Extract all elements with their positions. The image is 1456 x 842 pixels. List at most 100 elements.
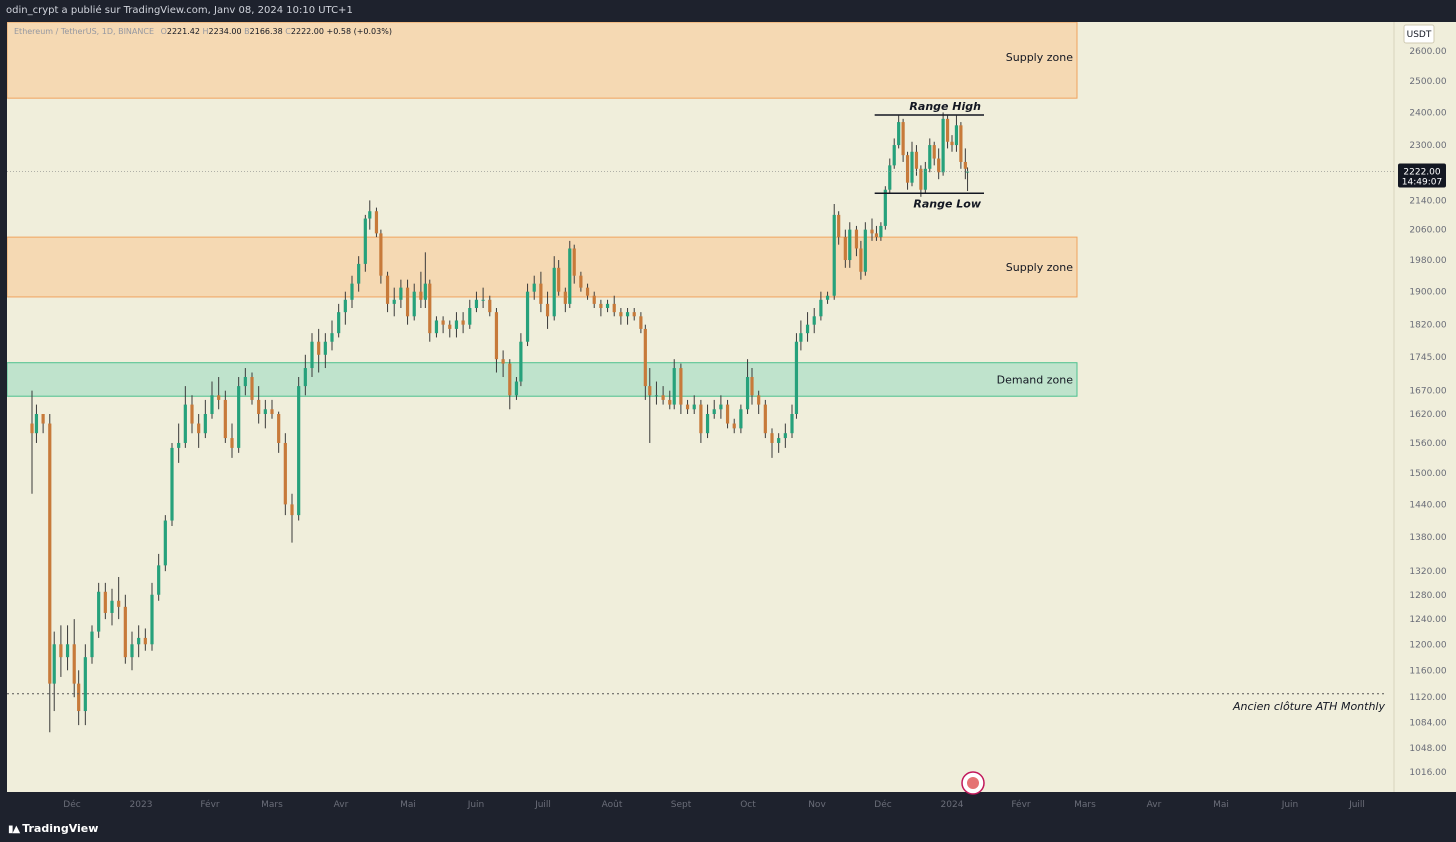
candle-body — [317, 341, 321, 355]
candle — [725, 399, 730, 429]
candle-body — [363, 218, 367, 264]
candle — [83, 644, 87, 726]
candle-body — [874, 233, 879, 238]
candle — [363, 214, 367, 272]
candle — [217, 377, 221, 410]
candle — [368, 200, 372, 230]
candle-body — [52, 644, 56, 684]
candle — [223, 390, 227, 443]
candles-group — [30, 112, 970, 733]
x-tick-label: Févr — [200, 799, 220, 810]
candle — [859, 240, 863, 280]
range-label-0: Range High — [909, 100, 981, 113]
candle — [888, 158, 892, 194]
x-tick-label: Févr — [1011, 799, 1031, 810]
candle — [59, 625, 63, 677]
candle-body — [210, 395, 214, 415]
candle-body — [739, 409, 743, 429]
candle-body — [837, 214, 841, 238]
candle — [892, 138, 896, 169]
candle-body — [59, 644, 63, 658]
candle-body — [959, 125, 963, 162]
candle — [568, 240, 572, 309]
x-tick-label: Juill — [1348, 800, 1365, 810]
x-tick-label: Juin — [467, 800, 485, 810]
candle-body — [592, 295, 596, 304]
candle — [30, 390, 34, 494]
candle-body — [34, 414, 39, 434]
candle — [163, 515, 167, 572]
candle-body — [250, 377, 254, 400]
candle — [97, 582, 101, 638]
candle — [557, 260, 561, 296]
candle-body — [605, 303, 610, 309]
candle — [501, 350, 505, 378]
y-tick-label: 2140.00 — [1409, 196, 1446, 206]
y-tick-label: 1084.00 — [1409, 718, 1446, 728]
candle — [605, 299, 610, 313]
candle — [599, 299, 603, 317]
candle — [210, 381, 214, 419]
candle-body — [719, 404, 723, 410]
candle — [474, 291, 479, 313]
candle-body — [323, 341, 327, 355]
candle-body — [745, 377, 750, 410]
candle-body — [103, 591, 107, 613]
brand-name: TradingView — [22, 822, 99, 835]
candle-body — [454, 320, 459, 329]
candle-body — [545, 303, 550, 317]
candle-body — [468, 308, 472, 325]
candle — [317, 328, 321, 373]
candle-body — [905, 155, 910, 183]
candle — [770, 428, 774, 458]
candle — [65, 625, 70, 671]
candle — [461, 312, 465, 334]
x-tick-label: Déc — [63, 799, 80, 810]
candle-body — [965, 171, 970, 173]
candle-body — [137, 637, 141, 645]
low-label: B — [244, 27, 250, 36]
candle — [905, 151, 910, 190]
candle-body — [859, 248, 863, 272]
candle-body — [919, 168, 923, 190]
candle — [203, 399, 207, 439]
last-price-countdown: 14:49:07 — [1402, 178, 1442, 188]
candle-body — [163, 520, 167, 566]
candle-body — [750, 377, 754, 396]
publisher-text: odin_crypt a publié sur TradingView.com,… — [6, 5, 353, 16]
candle — [170, 442, 174, 526]
candle-body — [910, 151, 914, 183]
candle-body — [699, 404, 703, 434]
candle — [954, 115, 959, 152]
candle-body — [612, 303, 616, 313]
candle-body — [557, 267, 561, 292]
y-tick-label: 1820.00 — [1409, 321, 1446, 331]
candle-body — [783, 433, 787, 439]
candle-body — [30, 423, 34, 434]
candle-body — [488, 299, 492, 313]
y-tick-label: 1016.00 — [1409, 768, 1446, 778]
candle — [525, 283, 530, 347]
candle-body — [203, 414, 207, 434]
candle-body — [854, 229, 859, 249]
candle — [919, 165, 923, 197]
candle — [945, 115, 950, 149]
candle — [277, 411, 281, 453]
candle — [812, 308, 816, 334]
candle — [712, 399, 716, 419]
tradingview-brand[interactable]: ▮▲ TradingView — [8, 822, 98, 835]
candle — [745, 359, 750, 415]
candle — [90, 625, 94, 664]
candle-body — [405, 287, 410, 317]
candle — [672, 359, 676, 410]
price-chart[interactable]: Supply zone Supply zone Demand zone Range H… — [7, 22, 1456, 815]
candle — [692, 395, 696, 415]
candle — [679, 363, 683, 415]
candle — [385, 271, 390, 313]
candle-body — [705, 414, 710, 434]
candle-body — [585, 287, 590, 296]
candle-body — [297, 386, 301, 516]
candle-body — [243, 377, 247, 387]
change-value: +0.58 (+0.03%) — [326, 27, 392, 36]
symbol-name[interactable]: Ethereum / TetherUS, 1D, BINANCE — [14, 27, 155, 36]
